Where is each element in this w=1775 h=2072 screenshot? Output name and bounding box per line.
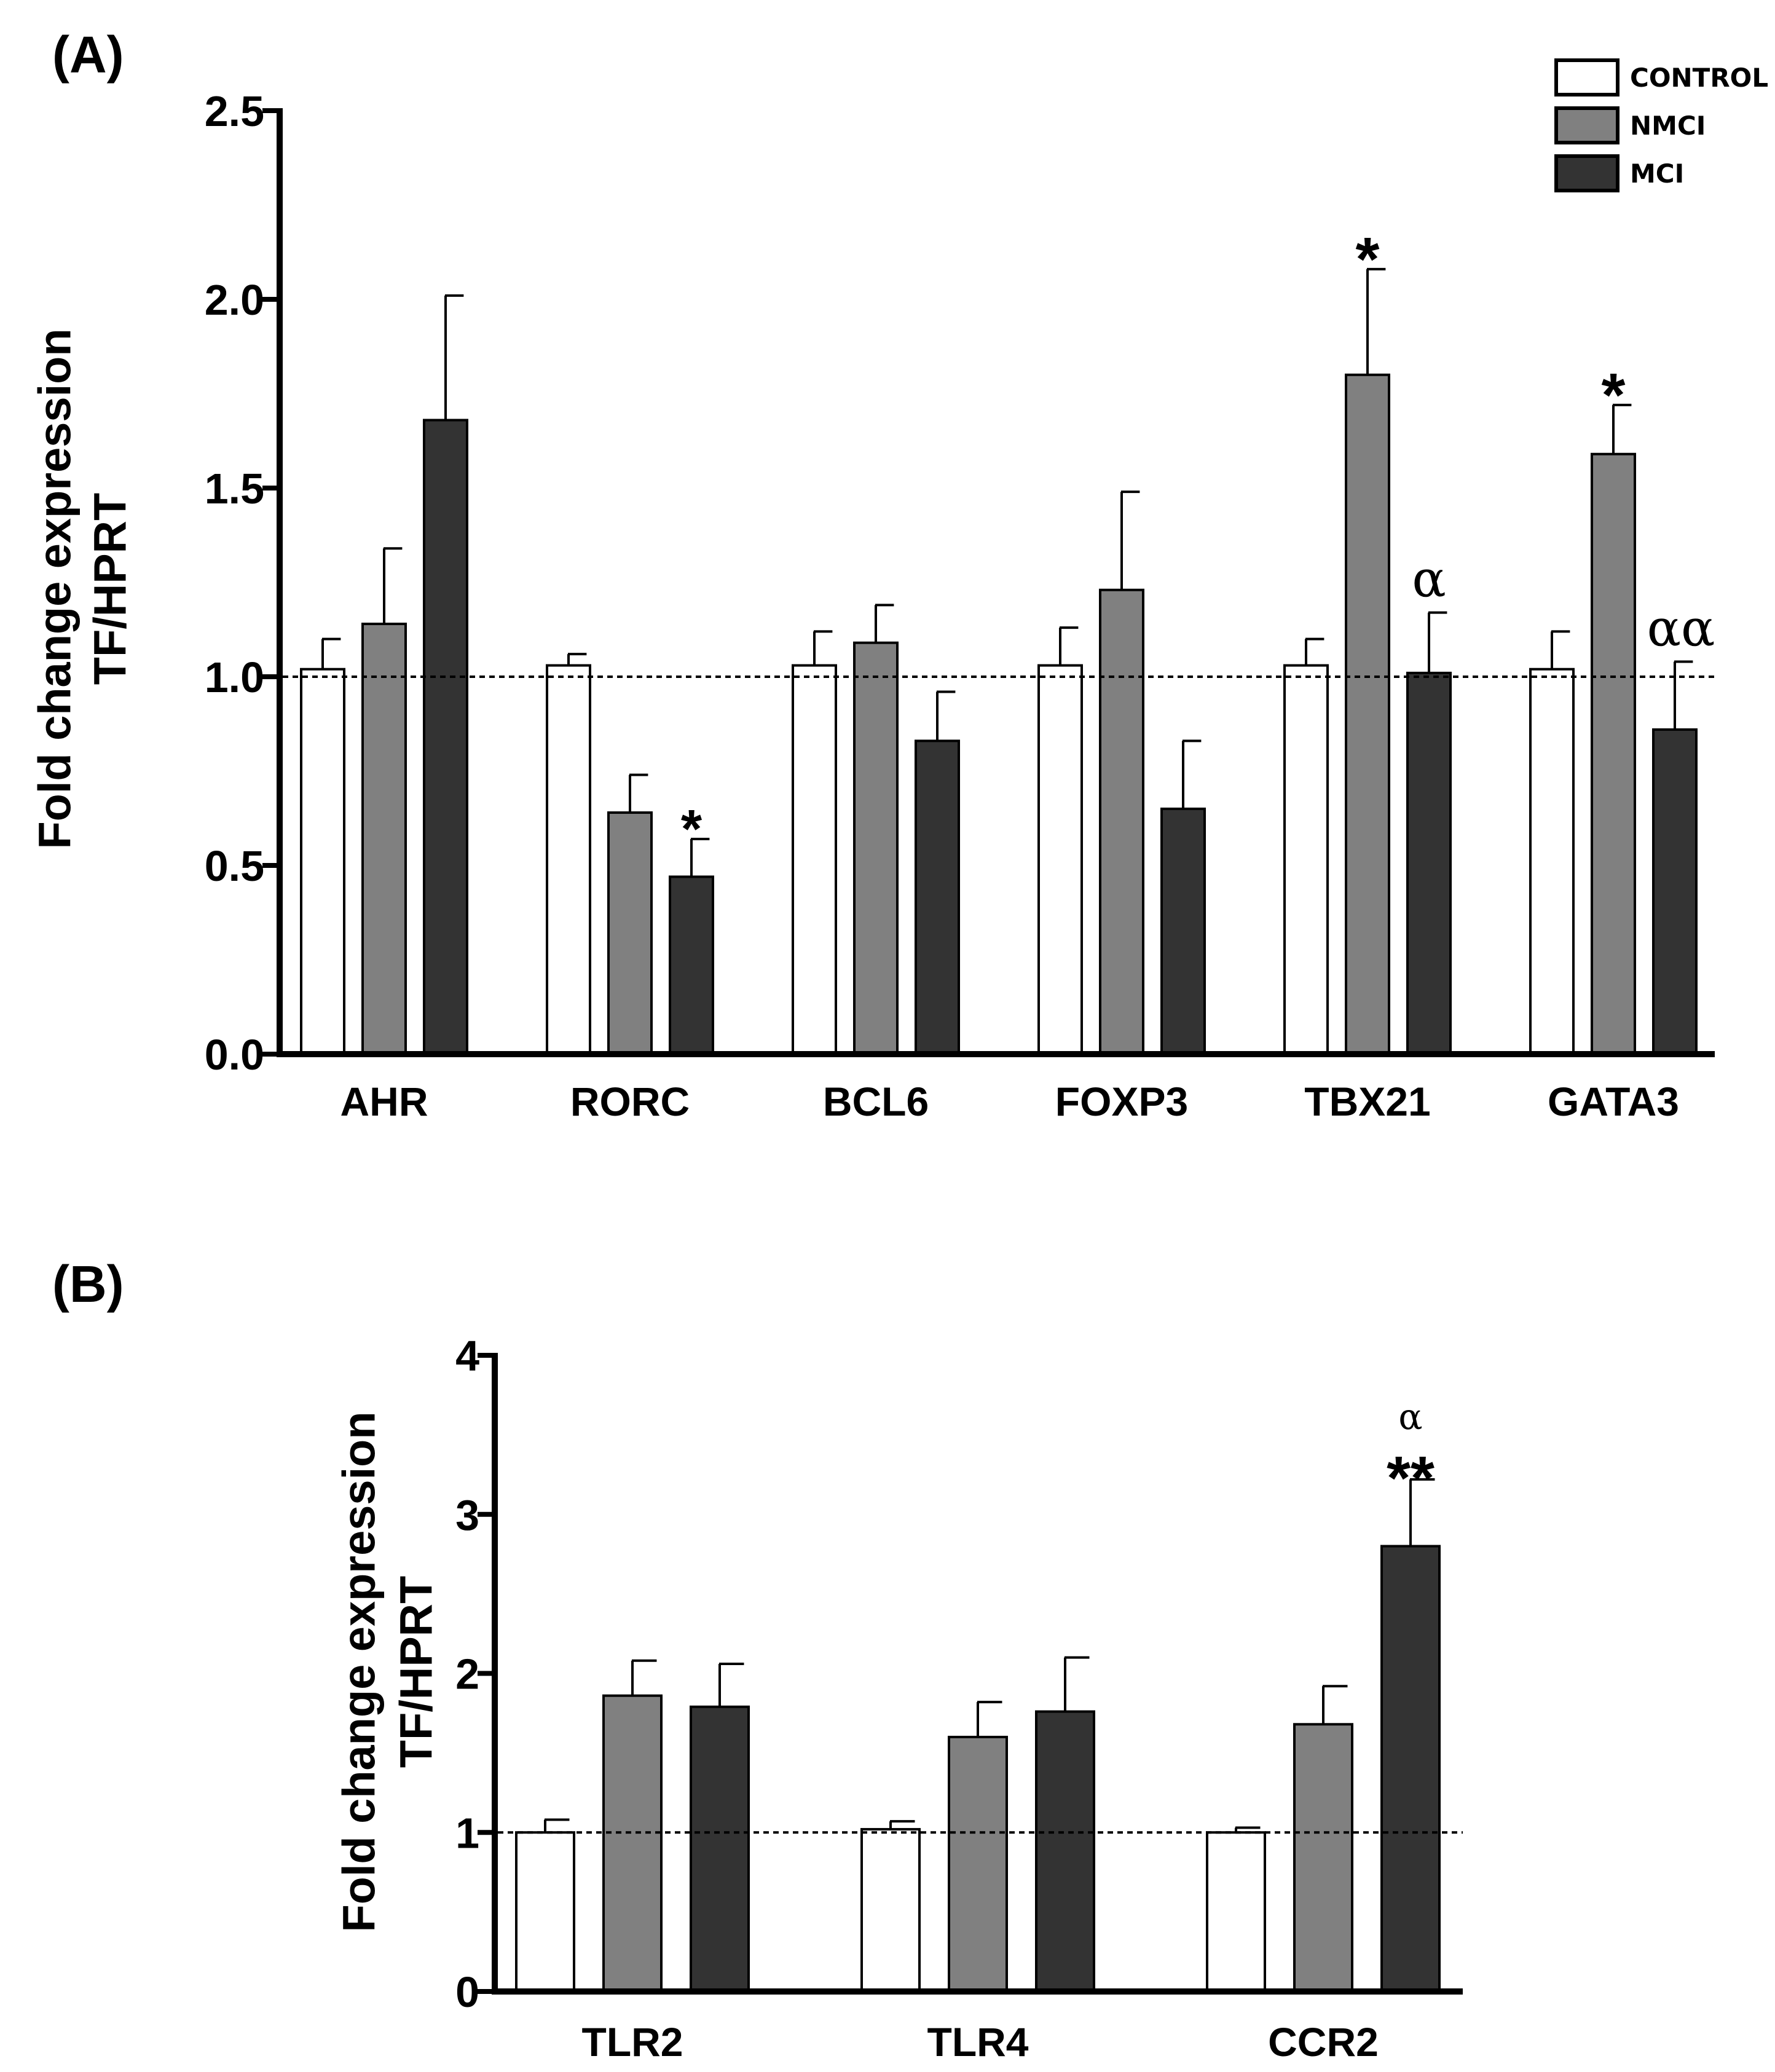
legend-swatch-control (1554, 58, 1620, 97)
bar-ahr-nmci (361, 623, 407, 1055)
bar-foxp3-mci (1160, 807, 1206, 1056)
y-tick-label-4: 4 (455, 1332, 479, 1380)
legend: CONTROL NMCI MCI (1554, 58, 1768, 192)
annotation-gata3-nmci-asterisk: * (1602, 361, 1626, 430)
bar-bcl6-mci (915, 739, 960, 1055)
annotation-tbx21-nmci-asterisk: * (1356, 225, 1380, 294)
bar-bcl6-nmci (853, 641, 899, 1055)
y-tick-label-1-0: 1.0 (205, 653, 264, 701)
bar-ccr2-nmci (1293, 1723, 1353, 1993)
y-axis-title-line-1: Fold change expression (334, 1411, 385, 1932)
y-tick-label-0-5: 0.5 (205, 842, 264, 890)
bar-foxp3-control (1037, 664, 1083, 1055)
bar-gata3-mci (1652, 728, 1698, 1055)
legend-label-mci: MCI (1630, 159, 1684, 189)
legend-swatch-nmci (1554, 106, 1620, 144)
bar-gata3-nmci (1591, 452, 1636, 1055)
y-axis-title-line-2: TF/HPRT (391, 1576, 442, 1768)
annotation-ccr2-mci-alpha: α (1398, 1396, 1422, 1438)
bar-ahr-control (300, 668, 345, 1055)
y-axis-title-line-2: TF/HPRT (85, 493, 136, 685)
bar-ahr-mci (423, 419, 468, 1055)
y-tick-label-1: 1 (455, 1809, 479, 1857)
bar-ccr2-mci (1380, 1545, 1441, 1993)
bar-tbx21-nmci (1345, 373, 1390, 1055)
category-label-tbx21: TBX21 (1304, 1079, 1430, 1124)
y-tick-label-0-0: 0.0 (205, 1031, 264, 1079)
bar-foxp3-nmci (1099, 588, 1144, 1055)
category-label-bcl6: BCL6 (823, 1079, 929, 1124)
bar-rorc-mci (669, 875, 714, 1056)
panel-b-label: (B) (52, 1255, 124, 1313)
panel-a-chart: (A) Fold change expression TF/HPRT 0.0 0.5 1.… (30, 26, 1715, 1124)
panel-b-y-axis-title: Fold change expression TF/HPRT (334, 1411, 442, 1932)
panel-a-label: (A) (52, 26, 124, 84)
category-label-foxp3: FOXP3 (1055, 1079, 1188, 1124)
bar-tlr4-control (860, 1828, 921, 1993)
panel-b-chart: (B) Fold change expression TF/HPRT 0 1 2 3 4 TLR… (52, 1255, 1463, 2065)
bar-tlr4-mci (1035, 1710, 1095, 1993)
bar-bcl6-control (792, 664, 837, 1055)
bar-ccr2-control (1206, 1831, 1266, 1993)
bar-rorc-nmci (607, 811, 653, 1056)
category-label-tlr2: TLR2 (582, 2019, 683, 2065)
bar-tlr2-control (515, 1831, 575, 1993)
y-tick-label-2-0: 2.0 (205, 276, 264, 324)
category-label-rorc: RORC (570, 1079, 690, 1124)
bar-tbx21-control (1283, 664, 1329, 1055)
bar-tlr4-nmci (948, 1736, 1008, 1993)
y-tick-label-2-5: 2.5 (205, 87, 264, 135)
category-label-ahr: AHR (340, 1079, 428, 1124)
y-tick-label-1-5: 1.5 (205, 465, 264, 513)
bar-tbx21-mci (1406, 671, 1452, 1055)
legend-swatch-mci (1554, 154, 1620, 192)
annotation-ccr2-mci-asterisk: ** (1387, 1444, 1435, 1513)
category-label-gata3: GATA3 (1548, 1079, 1679, 1124)
legend-label-control: CONTROL (1630, 63, 1768, 93)
legend-label-nmci: NMCI (1630, 111, 1706, 141)
bar-rorc-control (546, 664, 591, 1055)
annotation-gata3-mci-alpha: αα (1647, 599, 1715, 658)
y-tick-label-2: 2 (455, 1650, 479, 1698)
y-axis-title-line-1: Fold change expression (30, 328, 81, 849)
y-tick-label-3: 3 (455, 1491, 479, 1539)
bar-tlr2-nmci (602, 1694, 663, 1993)
category-label-ccr2: CCR2 (1268, 2019, 1379, 2065)
annotation-tbx21-mci-alpha: α (1412, 551, 1446, 609)
bar-tlr2-mci (690, 1705, 750, 1993)
annotation-rorc-mci-asterisk: * (681, 798, 703, 859)
y-tick-label-0: 0 (455, 1968, 479, 2016)
panel-a-y-axis-title: Fold change expression TF/HPRT (30, 328, 136, 849)
category-label-tlr4: TLR4 (927, 2019, 1029, 2065)
bar-gata3-control (1529, 668, 1575, 1055)
